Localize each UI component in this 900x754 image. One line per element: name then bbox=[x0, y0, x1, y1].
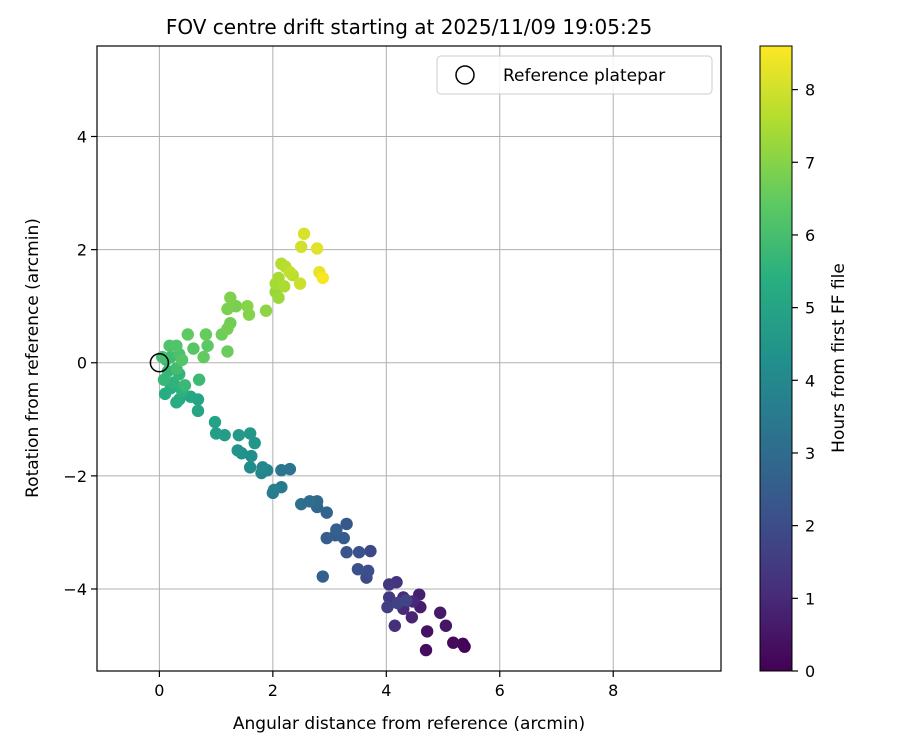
data-point bbox=[201, 339, 214, 352]
data-point bbox=[351, 562, 365, 576]
legend-marker-icon bbox=[455, 65, 475, 85]
data-point bbox=[245, 449, 258, 463]
data-point bbox=[278, 280, 291, 293]
data-point bbox=[256, 461, 269, 474]
colorbar-tick-label: 0 bbox=[805, 662, 815, 681]
x-axis-label: Angular distance from reference (arcmin) bbox=[233, 714, 585, 734]
x-tick-label: 6 bbox=[495, 681, 505, 700]
x-axis-ticks: 0 2 4 6 8 bbox=[154, 671, 618, 700]
colorbar-tick-label: 8 bbox=[805, 81, 815, 100]
colorbar-tick-label: 1 bbox=[805, 589, 815, 608]
y-axis-ticks: −4 −2 0 2 4 bbox=[63, 127, 97, 599]
y-tick-label: 2 bbox=[77, 241, 87, 260]
data-point bbox=[197, 350, 210, 364]
data-point bbox=[439, 619, 453, 632]
data-point bbox=[297, 227, 311, 240]
colorbar-tick-label: 6 bbox=[805, 226, 815, 245]
data-point bbox=[295, 497, 308, 511]
data-point bbox=[364, 544, 377, 558]
data-point bbox=[320, 506, 333, 519]
colorbar: 0 1 2 3 4 5 6 7 8 Hours from first FF file bbox=[759, 45, 849, 681]
data-point bbox=[221, 322, 234, 336]
y-tick-label: 4 bbox=[77, 127, 87, 146]
data-points bbox=[156, 227, 471, 657]
colorbar-tick-label: 7 bbox=[805, 153, 815, 172]
data-point bbox=[208, 415, 222, 429]
data-point bbox=[447, 636, 460, 649]
data-point bbox=[382, 578, 396, 591]
data-point bbox=[170, 396, 183, 409]
x-tick-label: 2 bbox=[268, 681, 278, 700]
data-point bbox=[259, 304, 273, 317]
data-point bbox=[224, 291, 237, 304]
chart-title: FOV centre drift starting at 2025/11/09 … bbox=[166, 15, 652, 39]
colorbar-tick-label: 3 bbox=[805, 444, 815, 463]
data-point bbox=[456, 637, 470, 651]
data-point bbox=[275, 464, 288, 477]
colorbar-tick-label: 2 bbox=[805, 517, 815, 536]
data-point bbox=[330, 523, 343, 536]
data-point bbox=[191, 404, 205, 418]
data-point bbox=[175, 353, 189, 367]
data-point bbox=[232, 428, 246, 442]
data-point bbox=[221, 302, 234, 316]
legend: Reference platepar bbox=[436, 55, 713, 95]
data-point bbox=[340, 546, 353, 559]
data-point bbox=[181, 328, 194, 341]
data-point bbox=[241, 299, 254, 313]
data-point bbox=[243, 461, 257, 474]
data-point bbox=[388, 619, 402, 632]
data-point bbox=[381, 600, 394, 614]
colorbar-tick-label: 5 bbox=[805, 299, 815, 318]
data-point bbox=[272, 291, 285, 304]
data-point bbox=[434, 606, 447, 619]
colorbar-gradient bbox=[759, 45, 793, 672]
data-point bbox=[243, 427, 257, 440]
data-point bbox=[420, 625, 434, 638]
data-point bbox=[310, 242, 324, 255]
colorbar-tick-label: 4 bbox=[805, 371, 815, 390]
y-tick-label: −4 bbox=[63, 580, 87, 599]
plot-frame bbox=[96, 45, 722, 672]
x-tick-label: 8 bbox=[608, 681, 618, 700]
data-point bbox=[295, 240, 308, 253]
grid bbox=[97, 46, 721, 671]
data-point bbox=[320, 531, 333, 545]
colorbar-label: Hours from first FF file bbox=[829, 263, 849, 453]
data-point bbox=[267, 483, 281, 497]
data-point bbox=[340, 517, 353, 531]
data-point bbox=[316, 570, 329, 583]
legend-entry-label: Reference platepar bbox=[503, 66, 665, 86]
legend-box bbox=[436, 55, 713, 95]
data-point bbox=[405, 611, 419, 624]
colorbar-ticks: 0 1 2 3 4 5 6 7 8 bbox=[792, 81, 815, 681]
x-tick-label: 4 bbox=[381, 681, 391, 700]
data-point bbox=[170, 339, 183, 352]
data-point bbox=[187, 342, 200, 355]
data-point bbox=[192, 373, 206, 386]
data-point bbox=[283, 266, 297, 279]
y-tick-label: −2 bbox=[63, 467, 87, 486]
data-point bbox=[361, 564, 375, 578]
data-point bbox=[178, 379, 192, 392]
data-point bbox=[157, 373, 171, 386]
data-point bbox=[419, 643, 433, 657]
data-point bbox=[352, 546, 366, 559]
data-point bbox=[399, 594, 413, 607]
y-axis-label: Rotation from reference (arcmin) bbox=[23, 218, 43, 498]
data-point bbox=[209, 427, 223, 440]
data-point bbox=[221, 345, 234, 358]
x-tick-label: 0 bbox=[154, 681, 164, 700]
data-point bbox=[231, 444, 244, 457]
y-tick-label: 0 bbox=[77, 354, 87, 373]
data-point bbox=[248, 436, 261, 450]
data-point bbox=[316, 271, 329, 285]
data-point bbox=[199, 328, 213, 341]
data-point bbox=[293, 277, 307, 290]
reference-platepar-marker bbox=[149, 352, 170, 373]
